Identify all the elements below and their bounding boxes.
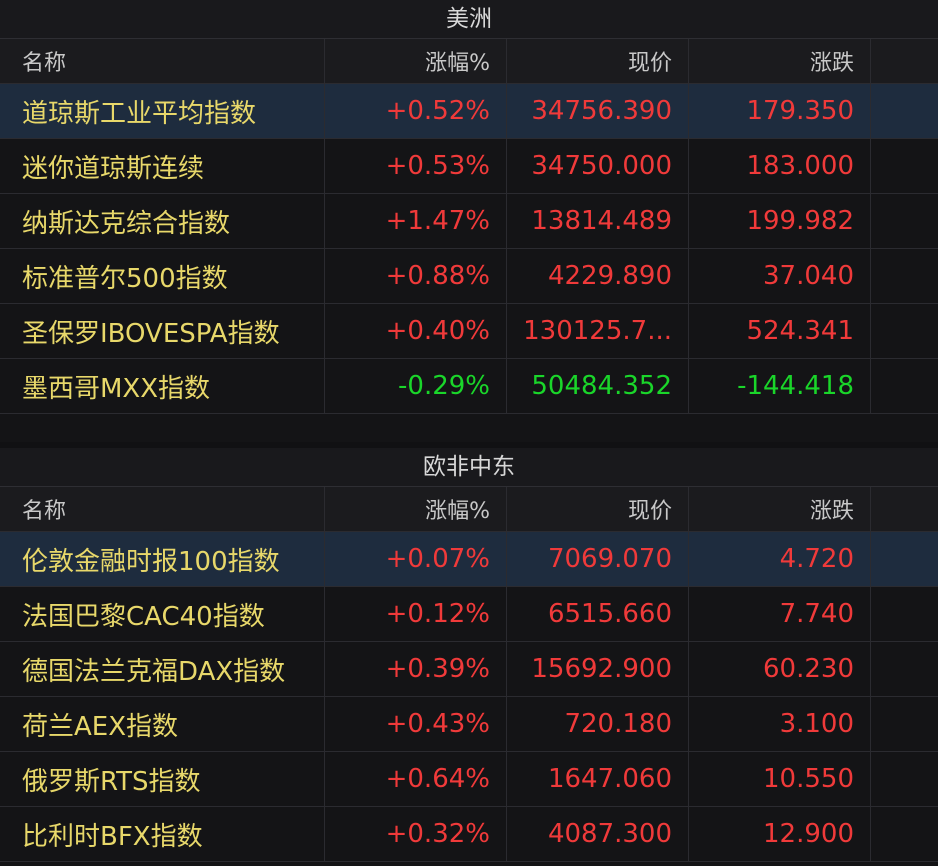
index-price: 15692.900 — [507, 642, 689, 696]
index-pct: +0.52% — [325, 84, 507, 138]
header-filler — [871, 487, 938, 531]
index-name: 道琼斯工业平均指数 — [0, 84, 325, 138]
index-price: 130125.7... — [507, 304, 689, 358]
index-name: 墨西哥MXX指数 — [0, 359, 325, 413]
index-change: 524.341 — [689, 304, 871, 358]
index-change: 7.740 — [689, 587, 871, 641]
index-pct: +0.39% — [325, 642, 507, 696]
column-header-name[interactable]: 名称 — [0, 487, 325, 531]
index-pct: +0.40% — [325, 304, 507, 358]
row-filler — [871, 84, 938, 138]
index-name: 圣保罗IBOVESPA指数 — [0, 304, 325, 358]
header-filler — [871, 39, 938, 83]
row-filler — [871, 249, 938, 303]
index-name: 俄罗斯RTS指数 — [0, 752, 325, 806]
index-price: 34756.390 — [507, 84, 689, 138]
row-filler — [871, 532, 938, 586]
index-name: 法国巴黎CAC40指数 — [0, 587, 325, 641]
table-row[interactable]: 道琼斯工业平均指数 +0.52% 34756.390 179.350 — [0, 84, 938, 139]
index-change: -144.418 — [689, 359, 871, 413]
column-header-change[interactable]: 涨跌 — [689, 487, 871, 531]
index-change: 12.900 — [689, 807, 871, 861]
index-pct: +0.43% — [325, 697, 507, 751]
index-pct: +0.88% — [325, 249, 507, 303]
index-name: 伦敦金融时报100指数 — [0, 532, 325, 586]
index-name: 纳斯达克综合指数 — [0, 194, 325, 248]
index-change: 60.230 — [689, 642, 871, 696]
index-name: 比利时BFX指数 — [0, 807, 325, 861]
index-price: 50484.352 — [507, 359, 689, 413]
index-change: 37.040 — [689, 249, 871, 303]
table-row[interactable]: 德国法兰克福DAX指数 +0.39% 15692.900 60.230 — [0, 642, 938, 697]
index-pct: +0.64% — [325, 752, 507, 806]
index-price: 4087.300 — [507, 807, 689, 861]
index-price: 6515.660 — [507, 587, 689, 641]
index-price: 34750.000 — [507, 139, 689, 193]
row-filler — [871, 139, 938, 193]
index-name: 荷兰AEX指数 — [0, 697, 325, 751]
row-filler — [871, 697, 938, 751]
index-price: 13814.489 — [507, 194, 689, 248]
table-header: 名称 涨幅% 现价 涨跌 — [0, 487, 938, 532]
column-header-price[interactable]: 现价 — [507, 487, 689, 531]
table-row[interactable]: 荷兰AEX指数 +0.43% 720.180 3.100 — [0, 697, 938, 752]
column-header-pct[interactable]: 涨幅% — [325, 487, 507, 531]
table-row[interactable]: 法国巴黎CAC40指数 +0.12% 6515.660 7.740 — [0, 587, 938, 642]
index-pct: +0.32% — [325, 807, 507, 861]
index-change: 3.100 — [689, 697, 871, 751]
table-row[interactable]: 俄罗斯RTS指数 +0.64% 1647.060 10.550 — [0, 752, 938, 807]
column-header-price[interactable]: 现价 — [507, 39, 689, 83]
table-header: 名称 涨幅% 现价 涨跌 — [0, 39, 938, 84]
index-pct: -0.29% — [325, 359, 507, 413]
table-row[interactable]: 迷你道琼斯连续 +0.53% 34750.000 183.000 — [0, 139, 938, 194]
row-filler — [871, 194, 938, 248]
index-price: 7069.070 — [507, 532, 689, 586]
panel-empty-space — [0, 414, 938, 444]
americas-panel: 美洲 名称 涨幅% 现价 涨跌 道琼斯工业平均指数 +0.52% 34756.3… — [0, 0, 938, 444]
index-pct: +0.53% — [325, 139, 507, 193]
table-row[interactable]: 墨西哥MXX指数 -0.29% 50484.352 -144.418 — [0, 359, 938, 414]
index-change: 10.550 — [689, 752, 871, 806]
column-header-name[interactable]: 名称 — [0, 39, 325, 83]
index-price: 1647.060 — [507, 752, 689, 806]
index-pct: +0.07% — [325, 532, 507, 586]
index-price: 4229.890 — [507, 249, 689, 303]
index-change: 199.982 — [689, 194, 871, 248]
index-price: 720.180 — [507, 697, 689, 751]
row-filler — [871, 359, 938, 413]
index-pct: +1.47% — [325, 194, 507, 248]
table-row[interactable]: 标准普尔500指数 +0.88% 4229.890 37.040 — [0, 249, 938, 304]
table-row[interactable]: 比利时BFX指数 +0.32% 4087.300 12.900 — [0, 807, 938, 862]
row-filler — [871, 587, 938, 641]
table-row[interactable]: 圣保罗IBOVESPA指数 +0.40% 130125.7... 524.341 — [0, 304, 938, 359]
index-change: 4.720 — [689, 532, 871, 586]
index-name: 标准普尔500指数 — [0, 249, 325, 303]
table-row[interactable]: 伦敦金融时报100指数 +0.07% 7069.070 4.720 — [0, 532, 938, 587]
panel-title-emea[interactable]: 欧非中东 — [0, 448, 938, 487]
row-filler — [871, 304, 938, 358]
index-pct: +0.12% — [325, 587, 507, 641]
index-name: 迷你道琼斯连续 — [0, 139, 325, 193]
index-change: 179.350 — [689, 84, 871, 138]
index-name: 德国法兰克福DAX指数 — [0, 642, 325, 696]
table-row[interactable]: 纳斯达克综合指数 +1.47% 13814.489 199.982 — [0, 194, 938, 249]
panel-title-americas[interactable]: 美洲 — [0, 0, 938, 39]
emea-panel: 欧非中东 名称 涨幅% 现价 涨跌 伦敦金融时报100指数 +0.07% 706… — [0, 448, 938, 866]
row-filler — [871, 807, 938, 861]
row-filler — [871, 752, 938, 806]
row-filler — [871, 642, 938, 696]
column-header-change[interactable]: 涨跌 — [689, 39, 871, 83]
index-change: 183.000 — [689, 139, 871, 193]
column-header-pct[interactable]: 涨幅% — [325, 39, 507, 83]
